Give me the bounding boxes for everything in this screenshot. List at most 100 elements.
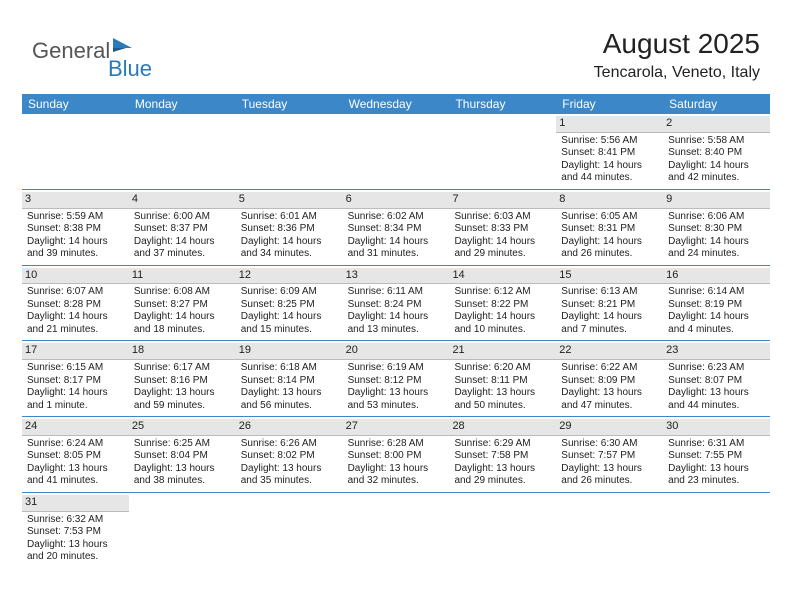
daylight-text: Daylight: 14 hours and 29 minutes. [453, 236, 552, 261]
header: General Blue August 2025 Tencarola, Vene… [0, 0, 792, 90]
daylight-text: Daylight: 14 hours and 18 minutes. [133, 311, 232, 336]
sunset-text: Sunset: 7:58 PM [453, 450, 552, 463]
day-number: 18 [129, 343, 236, 360]
calendar-day-empty [236, 493, 343, 568]
sunrise-text: Sunrise: 6:32 AM [26, 514, 125, 527]
sunset-text: Sunset: 8:11 PM [453, 375, 552, 388]
daylight-text: Daylight: 13 hours and 23 minutes. [667, 463, 766, 488]
sunrise-text: Sunrise: 6:17 AM [133, 362, 232, 375]
sunset-text: Sunset: 8:00 PM [347, 450, 446, 463]
day-number: 24 [22, 419, 129, 436]
day-number: 9 [663, 192, 770, 209]
sunset-text: Sunset: 8:36 PM [240, 223, 339, 236]
sunrise-text: Sunrise: 6:31 AM [667, 438, 766, 451]
day-header-cell: Monday [129, 94, 236, 114]
sunrise-text: Sunrise: 6:14 AM [667, 286, 766, 299]
calendar-day: 25Sunrise: 6:25 AMSunset: 8:04 PMDayligh… [129, 417, 236, 492]
calendar-day-empty [236, 114, 343, 189]
day-number: 23 [663, 343, 770, 360]
calendar-day: 23 Sunrise: 6:23 AMSunset: 8:07 PMDayligh… [663, 341, 770, 416]
daylight-text: Daylight: 13 hours and 44 minutes. [667, 387, 766, 412]
calendar-day: 1Sunrise: 5:56 AMSunset: 8:41 PMDaylight… [556, 114, 663, 189]
day-number: 17 [22, 343, 129, 360]
sunrise-text: Sunrise: 6:03 AM [453, 211, 552, 224]
calendar-day-empty [556, 493, 663, 568]
sunrise-text: Sunrise: 6:23 AM [667, 362, 766, 375]
calendar-day: 27 Sunrise: 6:28 AMSunset: 8:00 PMDayligh… [343, 417, 450, 492]
day-number: 15 [556, 268, 663, 285]
day-header-cell: Tuesday [236, 94, 343, 114]
sunrise-text: Sunrise: 6:00 AM [133, 211, 232, 224]
daylight-text: Daylight: 14 hours and 24 minutes. [667, 236, 766, 261]
daylight-text: Daylight: 13 hours and 53 minutes. [347, 387, 446, 412]
sunset-text: Sunset: 8:30 PM [667, 223, 766, 236]
calendar-day: 28Sunrise: 6:29 AMSunset: 7:58 PMDayligh… [449, 417, 556, 492]
sunset-text: Sunset: 8:34 PM [347, 223, 446, 236]
sunset-text: Sunset: 8:27 PM [133, 299, 232, 312]
sunset-text: Sunset: 8:25 PM [240, 299, 339, 312]
calendar-day: 5Sunrise: 6:01 AMSunset: 8:36 PMDaylight… [236, 190, 343, 265]
daylight-text: Daylight: 13 hours and 32 minutes. [347, 463, 446, 488]
daylight-text: Daylight: 13 hours and 38 minutes. [133, 463, 232, 488]
sunrise-text: Sunrise: 5:56 AM [560, 135, 659, 148]
sunrise-text: Sunrise: 6:02 AM [347, 211, 446, 224]
sunrise-text: Sunrise: 6:22 AM [560, 362, 659, 375]
sunset-text: Sunset: 8:40 PM [667, 147, 766, 160]
daylight-text: Daylight: 14 hours and 37 minutes. [133, 236, 232, 261]
daylight-text: Daylight: 14 hours and 10 minutes. [453, 311, 552, 336]
daylight-text: Daylight: 14 hours and 21 minutes. [26, 311, 125, 336]
day-number: 27 [343, 419, 450, 436]
day-header-cell: Sunday [22, 94, 129, 114]
sunrise-text: Sunrise: 6:26 AM [240, 438, 339, 451]
sunset-text: Sunset: 8:07 PM [667, 375, 766, 388]
sunrise-text: Sunrise: 6:28 AM [347, 438, 446, 451]
calendar-day-empty [129, 493, 236, 568]
sunset-text: Sunset: 8:22 PM [453, 299, 552, 312]
day-number: 22 [556, 343, 663, 360]
sunset-text: Sunset: 8:33 PM [453, 223, 552, 236]
day-number: 11 [129, 268, 236, 285]
daylight-text: Daylight: 14 hours and 1 minute. [26, 387, 125, 412]
day-header-cell: Friday [556, 94, 663, 114]
day-number: 20 [343, 343, 450, 360]
logo-text-general: General [32, 38, 110, 64]
calendar-week: 17Sunrise: 6:15 AMSunset: 8:17 PMDayligh… [22, 341, 770, 417]
day-header-cell: Wednesday [343, 94, 450, 114]
calendar-day-empty [449, 114, 556, 189]
sunrise-text: Sunrise: 6:05 AM [560, 211, 659, 224]
sunrise-text: Sunrise: 6:15 AM [26, 362, 125, 375]
calendar-day: 19Sunrise: 6:18 AMSunset: 8:14 PMDayligh… [236, 341, 343, 416]
daylight-text: Daylight: 14 hours and 42 minutes. [667, 160, 766, 185]
calendar-day: 20Sunrise: 6:19 AMSunset: 8:12 PMDayligh… [343, 341, 450, 416]
sunrise-text: Sunrise: 6:18 AM [240, 362, 339, 375]
logo: General Blue [32, 36, 134, 65]
calendar-day: 21Sunrise: 6:20 AMSunset: 8:11 PMDayligh… [449, 341, 556, 416]
daylight-text: Daylight: 14 hours and 34 minutes. [240, 236, 339, 261]
day-number: 1 [556, 116, 663, 133]
calendar-day: 15Sunrise: 6:13 AMSunset: 8:21 PMDayligh… [556, 266, 663, 341]
calendar-day: 7Sunrise: 6:03 AMSunset: 8:33 PMDaylight… [449, 190, 556, 265]
day-number: 25 [129, 419, 236, 436]
daylight-text: Daylight: 13 hours and 20 minutes. [26, 539, 125, 564]
calendar-day: 31Sunrise: 6:32 AMSunset: 7:53 PMDayligh… [22, 493, 129, 568]
sunrise-text: Sunrise: 6:24 AM [26, 438, 125, 451]
daylight-text: Daylight: 14 hours and 26 minutes. [560, 236, 659, 261]
calendar: SundayMondayTuesdayWednesdayThursdayFrid… [22, 94, 770, 568]
sunset-text: Sunset: 8:38 PM [26, 223, 125, 236]
day-number: 13 [343, 268, 450, 285]
sunset-text: Sunset: 8:37 PM [133, 223, 232, 236]
sunrise-text: Sunrise: 5:58 AM [667, 135, 766, 148]
calendar-day: 13Sunrise: 6:11 AMSunset: 8:24 PMDayligh… [343, 266, 450, 341]
daylight-text: Daylight: 14 hours and 31 minutes. [347, 236, 446, 261]
calendar-day: 16Sunrise: 6:14 AMSunset: 8:19 PMDayligh… [663, 266, 770, 341]
day-number: 12 [236, 268, 343, 285]
calendar-day: 29Sunrise: 6:30 AMSunset: 7:57 PMDayligh… [556, 417, 663, 492]
sunrise-text: Sunrise: 6:30 AM [560, 438, 659, 451]
sunrise-text: Sunrise: 6:20 AM [453, 362, 552, 375]
title-block: August 2025 Tencarola, Veneto, Italy [594, 28, 760, 82]
calendar-day-empty [449, 493, 556, 568]
calendar-week: 10Sunrise: 6:07 AMSunset: 8:28 PMDayligh… [22, 266, 770, 342]
day-number: 26 [236, 419, 343, 436]
day-number: 14 [449, 268, 556, 285]
sunset-text: Sunset: 8:24 PM [347, 299, 446, 312]
